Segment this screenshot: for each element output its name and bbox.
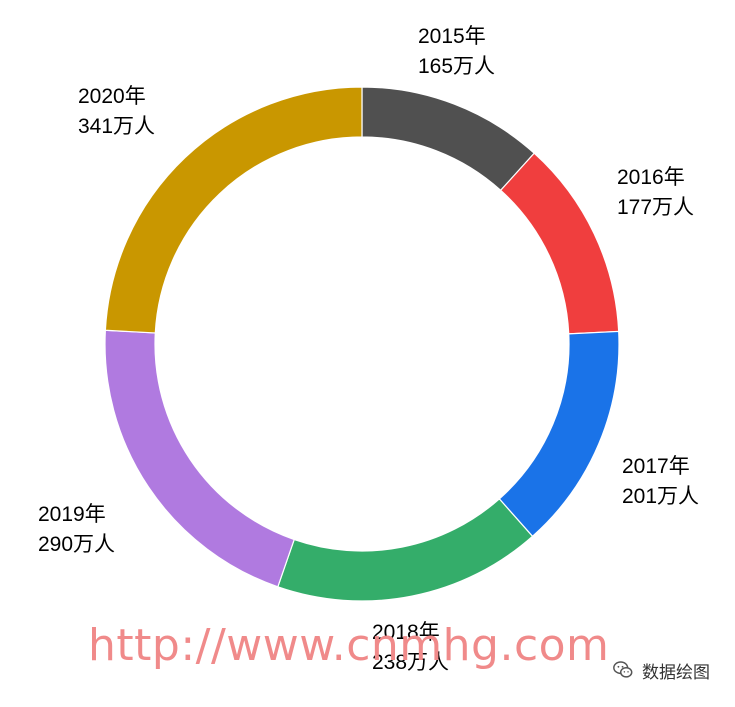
donut-slice-2018	[277, 498, 534, 602]
slice-label-year: 2020年	[78, 85, 146, 108]
slice-label-2019: 2019年 290万人	[38, 500, 115, 560]
brand-text: 数据绘图	[642, 662, 710, 682]
slice-label-value: 238万人	[372, 651, 450, 674]
slice-label-2015: 2015年 165万人	[418, 22, 495, 82]
slice-label-value: 290万人	[38, 533, 116, 556]
slice-label-year: 2015年	[418, 25, 486, 48]
brand-badge: 数据绘图	[612, 655, 710, 685]
donut-slice-2017	[498, 330, 620, 538]
watermark-url: http://www.cnmhg.com	[88, 620, 610, 671]
wechat-icon	[613, 661, 633, 678]
slice-label-2016: 2016年 177万人	[617, 163, 694, 223]
slice-label-value: 177万人	[617, 196, 695, 219]
slice-label-value: 201万人	[622, 485, 700, 508]
slice-label-year: 2019年	[38, 503, 106, 526]
donut-slice-2016	[499, 152, 620, 335]
slice-label-2018: 2018年 238万人	[372, 618, 449, 678]
donut-slice-2019	[104, 329, 295, 588]
donut-slice-2020	[104, 86, 363, 334]
slice-label-year: 2018年	[372, 621, 440, 644]
slice-label-value: 165万人	[418, 55, 496, 78]
slice-label-year: 2017年	[622, 455, 690, 478]
slice-label-2020: 2020年 341万人	[78, 82, 155, 142]
slice-label-year: 2016年	[617, 166, 685, 189]
slice-label-value: 341万人	[78, 115, 156, 138]
donut-slice-2015	[361, 86, 536, 192]
slice-label-2017: 2017年 201万人	[622, 452, 699, 512]
